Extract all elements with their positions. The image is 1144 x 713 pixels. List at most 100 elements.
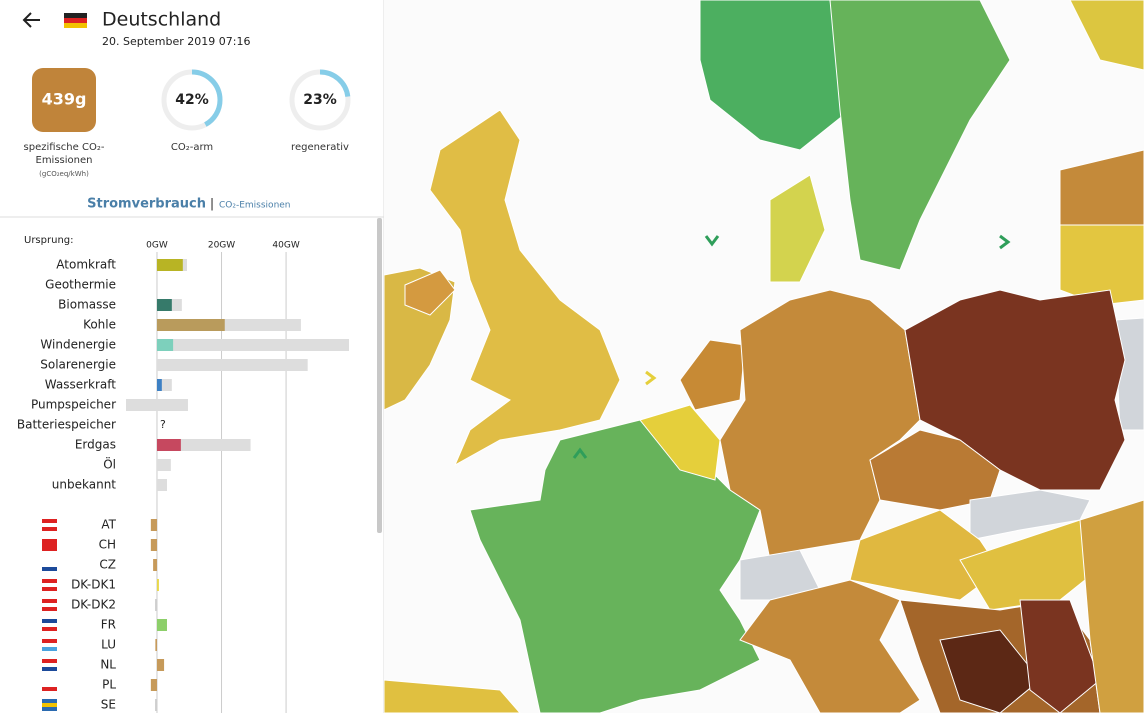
country[interactable] [939,629,1041,713]
datetime: 20. September 2019 07:16 [102,35,250,48]
category-label: Biomasse [58,298,116,312]
flag [42,683,57,687]
exchange-bar [156,619,167,631]
exchange-label: CH [99,538,116,552]
exchange-bar [156,659,165,671]
capacity-bar [156,359,308,371]
capacity-bar [156,459,171,471]
category-label: Atomkraft [56,258,116,272]
country-title: Deutschland [102,9,221,31]
country[interactable] [1079,499,1144,713]
production-bar [156,339,174,351]
tab[interactable]: CO₂-Emissionen [219,201,291,211]
flag [42,703,57,707]
flag [42,639,57,643]
category-label: Erdgas [75,438,116,452]
capacity-bar [126,399,188,411]
exchange-bar [155,639,157,651]
flag [42,519,57,523]
country[interactable] [869,429,1001,511]
flag [42,567,57,571]
country[interactable] [769,174,826,283]
gauge-value: 42% [175,92,209,108]
kpi-label: regenerativ [291,142,349,153]
flag [64,23,87,28]
category-label: Windenergie [40,338,116,352]
flow-arrow [645,370,657,386]
kpi-unit: (gCO₂eq/kWh) [39,170,89,178]
flag [42,647,57,651]
flag [42,523,57,527]
production-bar [156,259,183,271]
category-label: Pumpspeicher [31,398,116,412]
back-button[interactable] [22,12,40,28]
category-label: Öl [103,456,116,472]
exchange-bar [150,539,157,551]
flag [42,663,57,667]
country[interactable] [1059,149,1144,226]
chart-title: Ursprung: [24,235,74,246]
country[interactable] [1059,224,1144,306]
value-label: ? [160,418,166,431]
country[interactable] [699,0,851,151]
category-label: Batteriespeicher [17,418,116,432]
flag [42,707,57,711]
country[interactable] [383,679,521,713]
flag [42,603,57,607]
exchange-bar [150,519,157,531]
exchange-bar [150,679,157,691]
flag [42,599,57,603]
category-label: unbekannt [52,478,117,492]
exchange-bar [156,579,159,591]
country[interactable] [639,404,721,481]
flag [42,643,57,647]
country[interactable] [679,339,746,411]
flow-arrow [572,447,588,459]
flag [42,587,57,591]
flag [42,607,57,611]
kpi-label: CO₂-arm [170,142,214,153]
flag [42,543,57,547]
exchange-bar [155,699,157,711]
scrollbar[interactable] [377,218,382,533]
exchange-label: AT [101,518,116,532]
country[interactable] [739,579,921,713]
gauge-arc [289,69,351,131]
flag [64,13,87,18]
country[interactable] [404,269,456,316]
kpi-label: spezifische CO₂-Emissionen (gCO₂eq/kWh) [14,141,114,181]
exchange-label: DK-DK1 [71,578,116,592]
country[interactable] [1069,0,1144,71]
flag [42,527,57,531]
exchange-label: NL [100,658,116,672]
exchange-label: FR [101,618,116,632]
exchange-label: SE [101,698,116,712]
exchange-label: DK-DK2 [71,598,116,612]
flag [42,547,57,551]
flag [42,687,57,691]
flag [42,667,57,671]
co2-value: 439g [42,90,87,109]
production-bar [156,379,162,391]
country[interactable] [429,109,621,467]
country[interactable] [1019,599,1101,713]
production-bar [156,439,181,451]
exchange-bar [153,559,157,571]
flow-arrow [704,235,720,247]
gauge-value: 23% [303,92,337,108]
exchange-label: LU [101,638,116,652]
flag [42,579,57,583]
kpi-label-text: spezifische CO₂-Emissionen [23,142,105,166]
capacity-bar [156,339,349,351]
flag [42,539,57,543]
flow-arrow [999,234,1011,250]
country[interactable] [829,0,1011,271]
x-tick-label: 40GW [272,241,299,251]
flag [42,583,57,587]
flag [42,559,57,563]
x-tick-label: 0GW [146,241,168,251]
exchange-bar [155,599,157,611]
tab-active[interactable]: Stromverbrauch [87,197,206,212]
